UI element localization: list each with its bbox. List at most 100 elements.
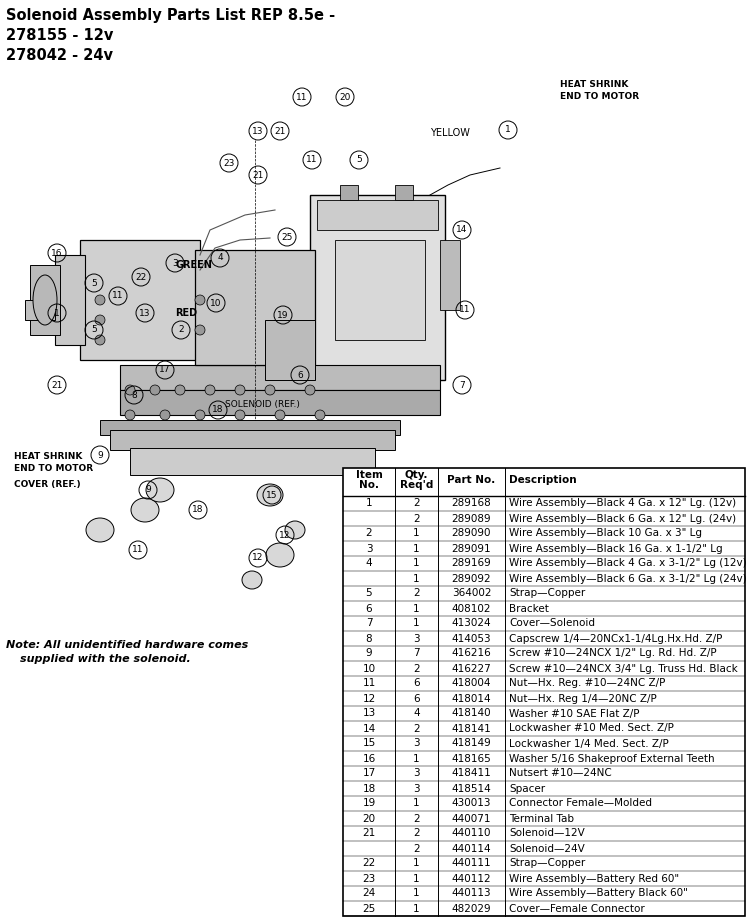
Text: 2: 2 xyxy=(413,813,420,823)
Text: 9: 9 xyxy=(97,450,103,460)
Text: 1: 1 xyxy=(413,754,420,764)
Text: Solenoid—24V: Solenoid—24V xyxy=(509,844,585,854)
Text: 2: 2 xyxy=(413,829,420,838)
Ellipse shape xyxy=(95,335,105,345)
Text: 278042 - 24v: 278042 - 24v xyxy=(6,48,113,63)
Text: Wire Assembly—Black 10 Ga. x 3" Lg: Wire Assembly—Black 10 Ga. x 3" Lg xyxy=(509,528,702,539)
Text: 22: 22 xyxy=(135,273,146,281)
Text: 13: 13 xyxy=(139,309,151,317)
Text: 7: 7 xyxy=(459,380,465,390)
Ellipse shape xyxy=(275,410,285,420)
Bar xyxy=(30,265,60,335)
Bar xyxy=(440,240,460,310)
Text: 418165: 418165 xyxy=(452,754,492,764)
Text: 16: 16 xyxy=(52,248,63,257)
Text: Note: All unidentified hardware comes: Note: All unidentified hardware comes xyxy=(6,640,248,650)
Text: 6: 6 xyxy=(413,694,420,704)
Ellipse shape xyxy=(86,518,114,542)
Text: 2: 2 xyxy=(366,528,372,539)
Text: 10: 10 xyxy=(210,299,222,308)
Text: 418141: 418141 xyxy=(452,723,492,733)
Text: 430013: 430013 xyxy=(452,799,492,809)
Text: YELLOW: YELLOW xyxy=(430,128,470,138)
Text: 25: 25 xyxy=(282,233,293,242)
Text: 18: 18 xyxy=(362,784,376,793)
Text: 1: 1 xyxy=(413,873,420,883)
Text: 3: 3 xyxy=(413,784,420,793)
Text: 16: 16 xyxy=(362,754,376,764)
Text: 413024: 413024 xyxy=(452,618,492,629)
Text: 289090: 289090 xyxy=(452,528,492,539)
Text: 440114: 440114 xyxy=(452,844,492,854)
Text: 4: 4 xyxy=(366,559,372,569)
Text: Nutsert #10—24NC: Nutsert #10—24NC xyxy=(509,768,612,778)
Text: Wire Assembly—Battery Black 60": Wire Assembly—Battery Black 60" xyxy=(509,889,688,899)
Ellipse shape xyxy=(235,410,245,420)
Text: Wire Assembly—Black 16 Ga. x 1-1/2" Lg: Wire Assembly—Black 16 Ga. x 1-1/2" Lg xyxy=(509,543,722,553)
Text: Washer #10 SAE Flat Z/P: Washer #10 SAE Flat Z/P xyxy=(509,709,639,719)
Text: 15: 15 xyxy=(362,739,376,748)
Text: 4: 4 xyxy=(413,709,420,719)
Text: 289089: 289089 xyxy=(452,514,492,524)
Text: 7: 7 xyxy=(366,618,372,629)
Text: 482029: 482029 xyxy=(452,903,492,913)
Text: 1: 1 xyxy=(505,126,511,134)
Text: 440112: 440112 xyxy=(452,873,492,883)
Ellipse shape xyxy=(315,410,325,420)
Text: 17: 17 xyxy=(362,768,376,778)
Ellipse shape xyxy=(257,484,283,506)
Bar xyxy=(335,240,425,340)
Text: Connector Female—Molded: Connector Female—Molded xyxy=(509,799,652,809)
Text: 25: 25 xyxy=(362,903,376,913)
Text: supplied with the solenoid.: supplied with the solenoid. xyxy=(20,654,190,664)
Ellipse shape xyxy=(146,478,174,502)
Text: 440113: 440113 xyxy=(452,889,492,899)
Text: Screw #10—24NCX 1/2" Lg. Rd. Hd. Z/P: Screw #10—24NCX 1/2" Lg. Rd. Hd. Z/P xyxy=(509,649,716,659)
Ellipse shape xyxy=(33,275,57,325)
Text: 2: 2 xyxy=(179,325,184,335)
Ellipse shape xyxy=(131,498,159,522)
Text: 6: 6 xyxy=(366,604,372,614)
Bar xyxy=(265,320,315,380)
Text: 4: 4 xyxy=(217,254,223,263)
Text: 418140: 418140 xyxy=(452,709,492,719)
Ellipse shape xyxy=(195,325,205,335)
Text: 5: 5 xyxy=(91,325,97,335)
Text: Solenoid—12V: Solenoid—12V xyxy=(509,829,585,838)
Text: 418004: 418004 xyxy=(452,678,492,688)
Text: Wire Assembly—Battery Red 60": Wire Assembly—Battery Red 60" xyxy=(509,873,679,883)
Text: 416227: 416227 xyxy=(452,664,492,674)
Text: Part No.: Part No. xyxy=(447,475,495,485)
Text: 2: 2 xyxy=(413,723,420,733)
Text: GREEN: GREEN xyxy=(175,260,212,270)
Text: 13: 13 xyxy=(362,709,376,719)
Text: 15: 15 xyxy=(266,491,278,500)
Text: Wire Assembly—Black 4 Ga. x 12" Lg. (12v): Wire Assembly—Black 4 Ga. x 12" Lg. (12v… xyxy=(509,498,736,508)
Text: RED: RED xyxy=(175,308,197,318)
Ellipse shape xyxy=(160,410,170,420)
Text: 2: 2 xyxy=(413,514,420,524)
Text: Lockwasher #10 Med. Sect. Z/P: Lockwasher #10 Med. Sect. Z/P xyxy=(509,723,674,733)
Text: 9: 9 xyxy=(366,649,372,659)
Text: Cover—Solenoid: Cover—Solenoid xyxy=(509,618,595,629)
Text: 11: 11 xyxy=(132,546,143,554)
Text: 11: 11 xyxy=(297,93,308,101)
Text: 12: 12 xyxy=(279,530,291,539)
Text: 2: 2 xyxy=(413,588,420,598)
Text: 17: 17 xyxy=(159,366,171,375)
Text: 289092: 289092 xyxy=(452,573,492,584)
Text: 1: 1 xyxy=(366,498,372,508)
Text: 414053: 414053 xyxy=(452,633,492,643)
Text: 1: 1 xyxy=(413,618,420,629)
Ellipse shape xyxy=(305,385,315,395)
Ellipse shape xyxy=(195,410,205,420)
Text: 10: 10 xyxy=(362,664,376,674)
Text: 408102: 408102 xyxy=(452,604,492,614)
Text: 18: 18 xyxy=(192,505,204,515)
Text: 6: 6 xyxy=(413,678,420,688)
Text: 2: 2 xyxy=(413,844,420,854)
Text: 289169: 289169 xyxy=(452,559,492,569)
Text: 20: 20 xyxy=(362,813,376,823)
Ellipse shape xyxy=(235,385,245,395)
Ellipse shape xyxy=(95,315,105,325)
